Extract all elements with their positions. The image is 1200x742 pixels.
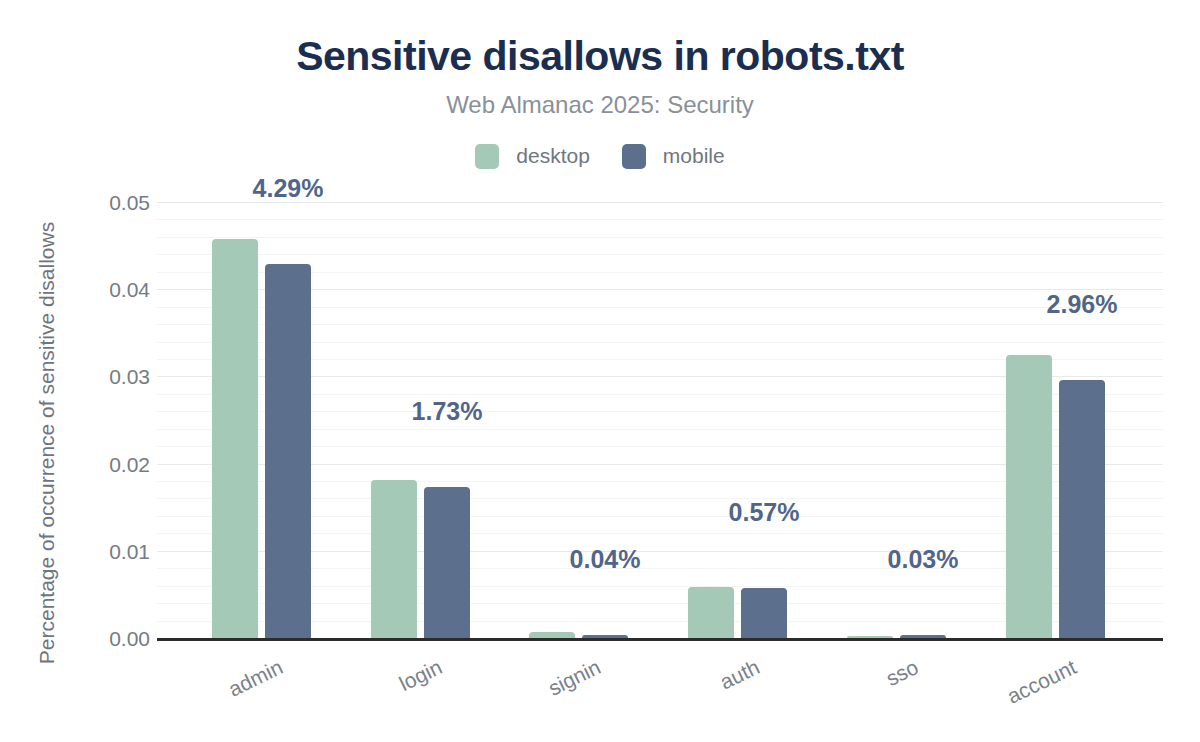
- y-tick-label: 0.05: [90, 191, 150, 215]
- bar-desktop-login[interactable]: [371, 480, 417, 638]
- chart-canvas: Sensitive disallows in robots.txt Web Al…: [0, 0, 1200, 742]
- minor-gridline: [157, 237, 1163, 238]
- desktop-swatch-icon: [475, 144, 499, 169]
- x-axis-label-signin: signin: [545, 655, 605, 701]
- chart-title: Sensitive disallows in robots.txt: [0, 33, 1200, 80]
- y-tick-label: 0.02: [90, 453, 150, 477]
- x-axis-baseline: [157, 638, 1163, 641]
- legend-item-desktop[interactable]: desktop: [475, 144, 590, 169]
- legend-label: desktop: [516, 144, 590, 168]
- bar-mobile-account[interactable]: [1059, 380, 1105, 638]
- y-tick-label: 0.04: [90, 278, 150, 302]
- minor-gridline: [157, 254, 1163, 255]
- bar-desktop-auth[interactable]: [688, 587, 734, 638]
- value-label-login: 1.73%: [412, 397, 483, 425]
- legend: desktop mobile: [0, 141, 1200, 171]
- value-label-account: 2.96%: [1047, 290, 1118, 318]
- y-axis-title: Percentage of occurrence of sensitive di…: [35, 222, 59, 664]
- legend-item-mobile[interactable]: mobile: [622, 144, 725, 169]
- value-label-signin: 0.04%: [570, 545, 641, 573]
- bar-desktop-admin[interactable]: [212, 239, 258, 638]
- x-axis-label-login: login: [395, 655, 445, 696]
- minor-gridline: [157, 219, 1163, 220]
- value-label-admin: 4.29%: [253, 174, 324, 202]
- chart-subtitle: Web Almanac 2025: Security: [0, 91, 1200, 119]
- bar-mobile-admin[interactable]: [265, 264, 311, 638]
- mobile-swatch-icon: [622, 144, 646, 169]
- x-axis-label-account: account: [1004, 655, 1081, 709]
- x-axis-label-auth: auth: [716, 655, 763, 694]
- value-label-sso: 0.03%: [888, 545, 959, 573]
- x-axis-label-sso: sso: [882, 655, 922, 691]
- bar-desktop-account[interactable]: [1006, 355, 1052, 638]
- legend-label: mobile: [663, 144, 725, 168]
- y-tick-label: 0.01: [90, 540, 150, 564]
- y-tick-label: 0.03: [90, 365, 150, 389]
- value-label-auth: 0.57%: [729, 498, 800, 526]
- bar-mobile-auth[interactable]: [741, 588, 787, 638]
- x-axis-label-admin: admin: [225, 655, 287, 702]
- bar-mobile-login[interactable]: [424, 487, 470, 638]
- y-tick-label: 0.00: [90, 627, 150, 651]
- major-gridline: [157, 202, 1163, 203]
